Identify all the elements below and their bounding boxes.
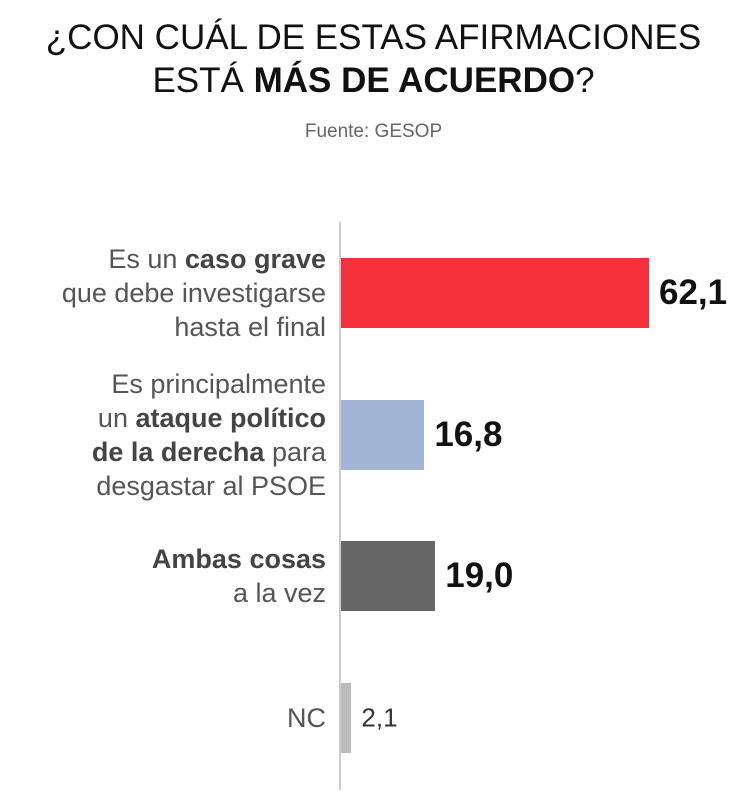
axis-line xyxy=(339,222,341,790)
emphasis: caso grave xyxy=(184,244,326,274)
bar xyxy=(341,400,425,470)
emphasis: Ambas cosas xyxy=(151,544,326,574)
value-label: 2,1 xyxy=(361,702,398,733)
chart-title: ¿CON CUÁL DE ESTAS AFIRMACIONES ESTÁ MÁS… xyxy=(45,18,702,100)
source: Fuente: GESOP xyxy=(304,121,443,142)
value-label: 16,8 xyxy=(434,415,503,454)
bar xyxy=(341,541,436,611)
bar xyxy=(341,683,352,753)
category-label: Es principalmente un ataque político de … xyxy=(91,369,326,501)
category-label: Es un caso grave que debe investigarse h… xyxy=(61,244,326,342)
bar xyxy=(341,258,649,328)
category-label: NC xyxy=(287,703,326,733)
category-label: Ambas cosas a la vez xyxy=(151,544,326,608)
emphasis: ataque político de la derecha xyxy=(91,403,326,467)
emphasis: MÁS DE ACUERDO xyxy=(253,61,576,100)
value-label: 62,1 xyxy=(659,273,728,312)
value-label: 19,0 xyxy=(445,556,514,595)
